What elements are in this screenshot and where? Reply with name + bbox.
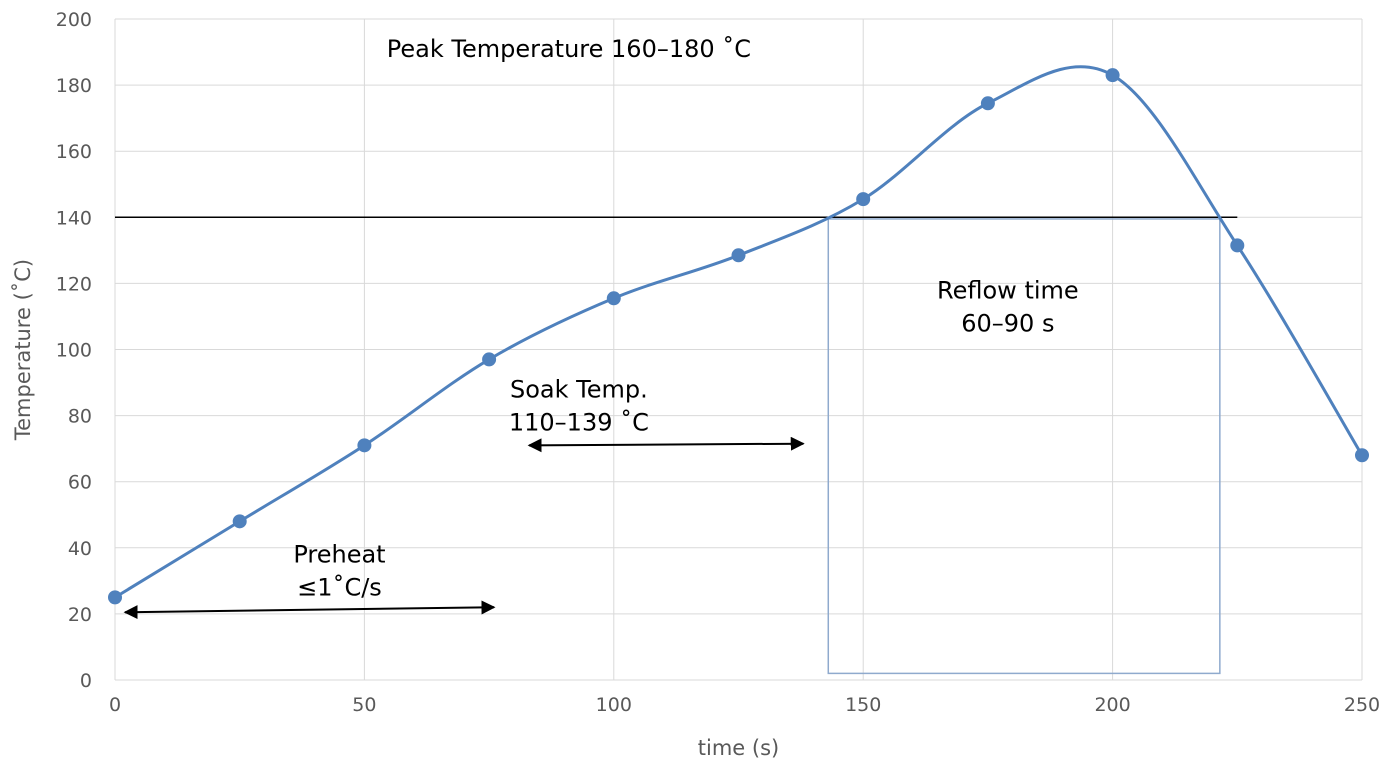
soak-arrow xyxy=(527,436,805,453)
y-tick-label: 40 xyxy=(68,538,92,560)
annotation-preheat: ≤1˚C/s xyxy=(297,574,382,602)
arrow-layer xyxy=(123,436,805,620)
annotation-reflow: 60–90 s xyxy=(961,309,1054,337)
y-tick-label: 100 xyxy=(56,340,92,362)
y-tick-label: 80 xyxy=(68,406,92,428)
x-tick-label: 150 xyxy=(845,694,881,716)
annotations: Peak Temperature 160–180 ˚C Reflow time 60… xyxy=(293,35,1078,602)
data-point xyxy=(1355,448,1369,463)
y-tick-label: 180 xyxy=(56,75,92,97)
y-tick-label: 120 xyxy=(56,273,92,295)
y-tick-label: 160 xyxy=(56,141,92,163)
x-tick-label: 100 xyxy=(596,694,632,716)
temperature-curve xyxy=(114,65,1364,599)
data-point xyxy=(482,352,497,367)
x-tick-label: 0 xyxy=(109,694,121,716)
annotation-soak: 110–139 ˚C xyxy=(509,408,649,436)
x-axis-label: time (s) xyxy=(698,736,779,760)
tick-labels: 0 20 40 60 80 100 120 140 160 180 200 0 50 100 150 200 2… xyxy=(56,9,1380,716)
y-tick-label: 140 xyxy=(56,207,92,229)
data-point xyxy=(232,514,247,529)
y-tick-label: 200 xyxy=(56,9,92,31)
data-point xyxy=(606,291,621,306)
data-point xyxy=(1230,238,1245,253)
x-tick-label: 200 xyxy=(1094,694,1130,716)
y-tick-label: 0 xyxy=(80,670,92,692)
y-tick-label: 60 xyxy=(68,472,92,494)
x-tick-label: 250 xyxy=(1344,694,1380,716)
y-axis-label: Temperature (˚C) xyxy=(11,259,35,441)
data-point xyxy=(731,248,746,263)
annotation-preheat: Preheat xyxy=(293,541,385,569)
data-point xyxy=(357,438,372,453)
y-tick-label: 20 xyxy=(68,604,92,626)
data-point xyxy=(980,96,995,111)
annotation-reflow: Reflow time xyxy=(937,276,1079,304)
reflow-time-box xyxy=(827,218,1221,675)
reflow-box-layer xyxy=(827,218,1221,675)
data-point xyxy=(1105,68,1120,83)
data-point xyxy=(856,192,871,207)
data-point xyxy=(108,590,122,605)
x-tick-label: 50 xyxy=(352,694,376,716)
series-layer xyxy=(108,65,1369,605)
gridlines xyxy=(114,18,1363,681)
annotation-peak: Peak Temperature 160–180 ˚C xyxy=(387,35,751,63)
annotation-soak: Soak Temp. xyxy=(510,375,648,403)
preheat-arrow xyxy=(123,600,496,620)
